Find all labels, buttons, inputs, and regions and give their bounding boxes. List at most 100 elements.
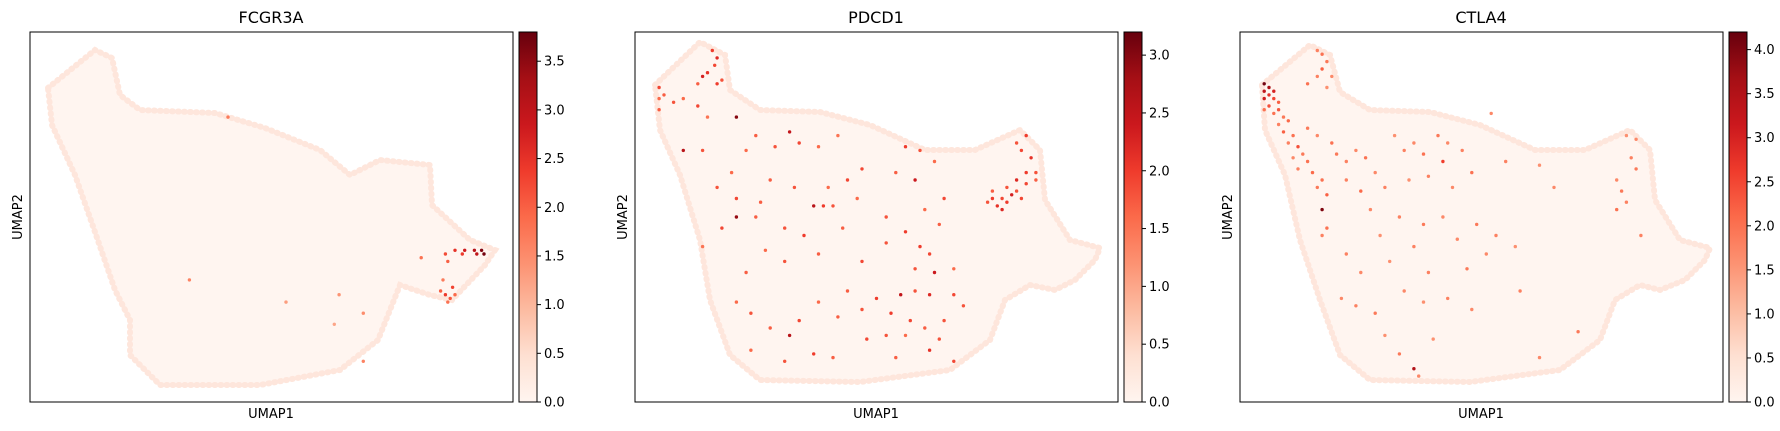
scatter-point — [657, 85, 661, 90]
scatter-point — [942, 196, 946, 201]
scatter-point — [696, 104, 700, 108]
scatter-point — [821, 204, 826, 208]
colorbar-tick-label: 4.0 — [1754, 43, 1775, 58]
scatter-point — [438, 289, 443, 293]
scatter-point — [1392, 133, 1397, 138]
scatter-point — [1634, 167, 1638, 171]
scatter-point — [1019, 196, 1024, 201]
colorbar-tick-label: 2.5 — [1149, 106, 1170, 121]
scatter-point — [913, 178, 917, 182]
scatter-point — [681, 148, 685, 153]
scatter-point — [284, 300, 288, 304]
scatter-points — [1262, 48, 1643, 378]
scatter-point — [705, 71, 710, 75]
scatter-point — [1014, 141, 1019, 145]
scatter-point — [1455, 237, 1460, 241]
scatter-point — [1431, 337, 1435, 341]
scatter-point — [768, 326, 772, 330]
scatter-point — [990, 196, 995, 201]
scatter-point — [734, 300, 739, 304]
scatter-point — [942, 318, 946, 323]
colorbar-tick-label: 2.0 — [1149, 164, 1170, 179]
scatter-point — [479, 248, 484, 252]
scatter-point — [773, 145, 777, 149]
scatter-point — [1354, 304, 1358, 308]
scatter-point — [448, 296, 452, 301]
scatter-point — [1383, 185, 1387, 190]
scatter-point — [884, 241, 888, 245]
scatter-point — [1407, 178, 1411, 182]
scatter-point — [1305, 82, 1310, 86]
scatter-point — [1421, 152, 1426, 156]
scatter-point — [812, 204, 816, 208]
scatter-point — [1441, 215, 1445, 219]
scatter-point — [749, 348, 753, 352]
scatter-point — [884, 333, 888, 338]
scatter-point — [1450, 185, 1455, 190]
scatter-point — [1014, 178, 1019, 182]
scatter-point — [860, 259, 864, 264]
scatter-point — [361, 359, 365, 363]
scatter-point — [1504, 159, 1508, 164]
scatter-point — [700, 148, 705, 153]
colorbar-tick-label: 3.5 — [544, 55, 565, 70]
scatter-point — [1005, 200, 1009, 204]
plot-frame — [1239, 31, 1724, 403]
y-axis-label: UMAP2 — [616, 194, 631, 240]
scatter-point — [1325, 59, 1329, 64]
scatter-point — [952, 293, 956, 297]
colorbar-tick-label: 2.5 — [1754, 175, 1775, 190]
scatter-point — [1639, 233, 1643, 238]
scatter-point — [1262, 89, 1266, 93]
scatter-point — [1320, 233, 1324, 238]
scatter-point — [1537, 163, 1542, 167]
scatter-points — [187, 115, 486, 363]
scatter-point — [1412, 244, 1416, 249]
scatter-point — [1320, 67, 1324, 71]
background-cells — [651, 38, 1105, 386]
scatter-point — [1272, 89, 1276, 93]
plot-frame — [29, 31, 514, 403]
scatter-point — [1426, 270, 1431, 275]
scatter-point — [1537, 355, 1542, 360]
scatter-point — [1301, 152, 1305, 156]
scatter-point — [797, 318, 801, 323]
scatter-point — [1315, 133, 1320, 138]
scatter-point — [985, 200, 990, 204]
scatter-point — [1024, 170, 1028, 175]
colorbar-tick-label: 0.5 — [1149, 338, 1170, 353]
scatter-point — [1397, 352, 1402, 356]
scatter-point — [1615, 178, 1619, 182]
scatter-point — [696, 82, 700, 86]
scatter-point — [845, 289, 850, 293]
scatter-point — [923, 207, 927, 212]
scatter-point — [729, 170, 734, 175]
scatter-point — [831, 355, 835, 360]
scatter-point — [472, 248, 477, 252]
scatter-point — [361, 311, 365, 315]
scatter-point — [1470, 170, 1474, 175]
scatter-point — [816, 252, 821, 256]
scatter-point — [1325, 193, 1329, 197]
scatter-point — [860, 307, 864, 312]
colorbar-tick-label: 3.0 — [544, 103, 565, 118]
scatter-point — [475, 252, 479, 256]
colorbar: 0.0 0.5 1.0 1.5 2.0 2.5 3.0 3.5 — [518, 31, 565, 411]
x-axis-label: UMAP1 — [248, 407, 294, 422]
scatter-point — [1024, 133, 1028, 138]
scatter-point — [889, 311, 893, 315]
scatter-point — [1383, 333, 1387, 338]
scatter-point — [1281, 115, 1286, 119]
scatter-point — [332, 322, 336, 326]
scatter-point — [1305, 126, 1310, 130]
scatter-point — [657, 96, 661, 101]
x-axis-label: UMAP1 — [1458, 407, 1504, 422]
scatter-point — [913, 289, 917, 293]
scatter-point — [715, 56, 719, 60]
scatter-point — [918, 244, 922, 249]
scatter-point — [1373, 170, 1377, 175]
scatter-point — [1315, 185, 1320, 190]
scatter-point — [802, 233, 806, 238]
scatter-point — [816, 300, 821, 304]
scatter-point — [226, 115, 230, 119]
